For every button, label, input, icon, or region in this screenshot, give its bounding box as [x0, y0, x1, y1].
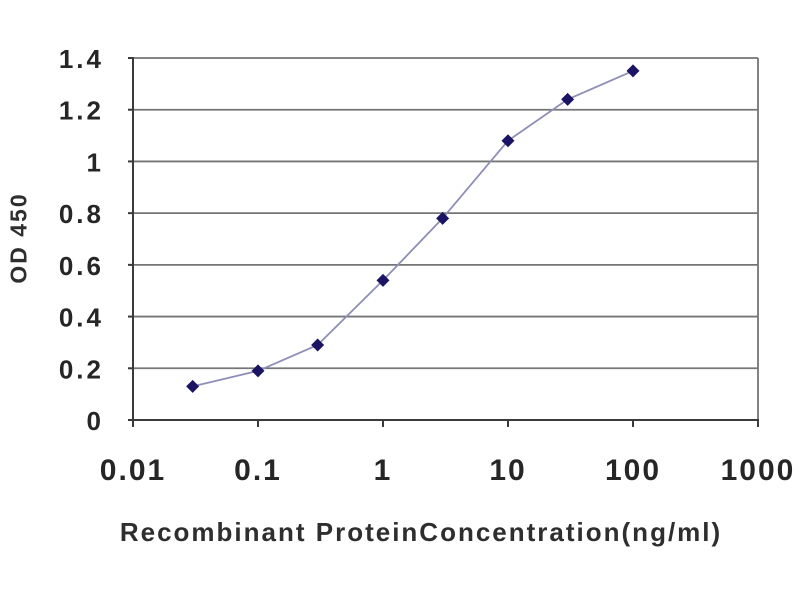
series-line: [192, 70, 634, 388]
y-tick-label: 0.4: [59, 303, 104, 333]
data-point-marker: [186, 379, 200, 393]
y-tick-label: 1.4: [59, 44, 104, 74]
y-tick-label: 0.6: [59, 251, 104, 281]
data-point-marker: [501, 134, 515, 148]
x-tick-label: 0.01: [100, 454, 166, 487]
data-point-marker: [436, 211, 450, 225]
data-point-marker: [626, 64, 640, 78]
y-tick-label: 0.2: [59, 354, 104, 384]
x-tick-label: 1000: [721, 454, 796, 487]
y-tick-label: 1: [87, 147, 104, 177]
data-point-marker: [311, 338, 325, 352]
y-tick-label: 0: [87, 406, 104, 436]
x-axis-title: Recombinant ProteinConcentration(ng/ml): [119, 517, 723, 547]
y-axis-title: OD 450: [5, 192, 32, 284]
y-tick-label: 0.8: [59, 199, 104, 229]
data-point-marker: [251, 364, 265, 378]
data-point-marker: [376, 273, 390, 287]
x-tick-label: 100: [605, 454, 661, 487]
x-tick-label: 1: [374, 454, 393, 487]
x-tick-label: 0.1: [234, 454, 282, 487]
data-point-marker: [561, 92, 575, 106]
x-tick-label: 10: [489, 454, 526, 487]
y-tick-label: 1.2: [59, 96, 104, 126]
